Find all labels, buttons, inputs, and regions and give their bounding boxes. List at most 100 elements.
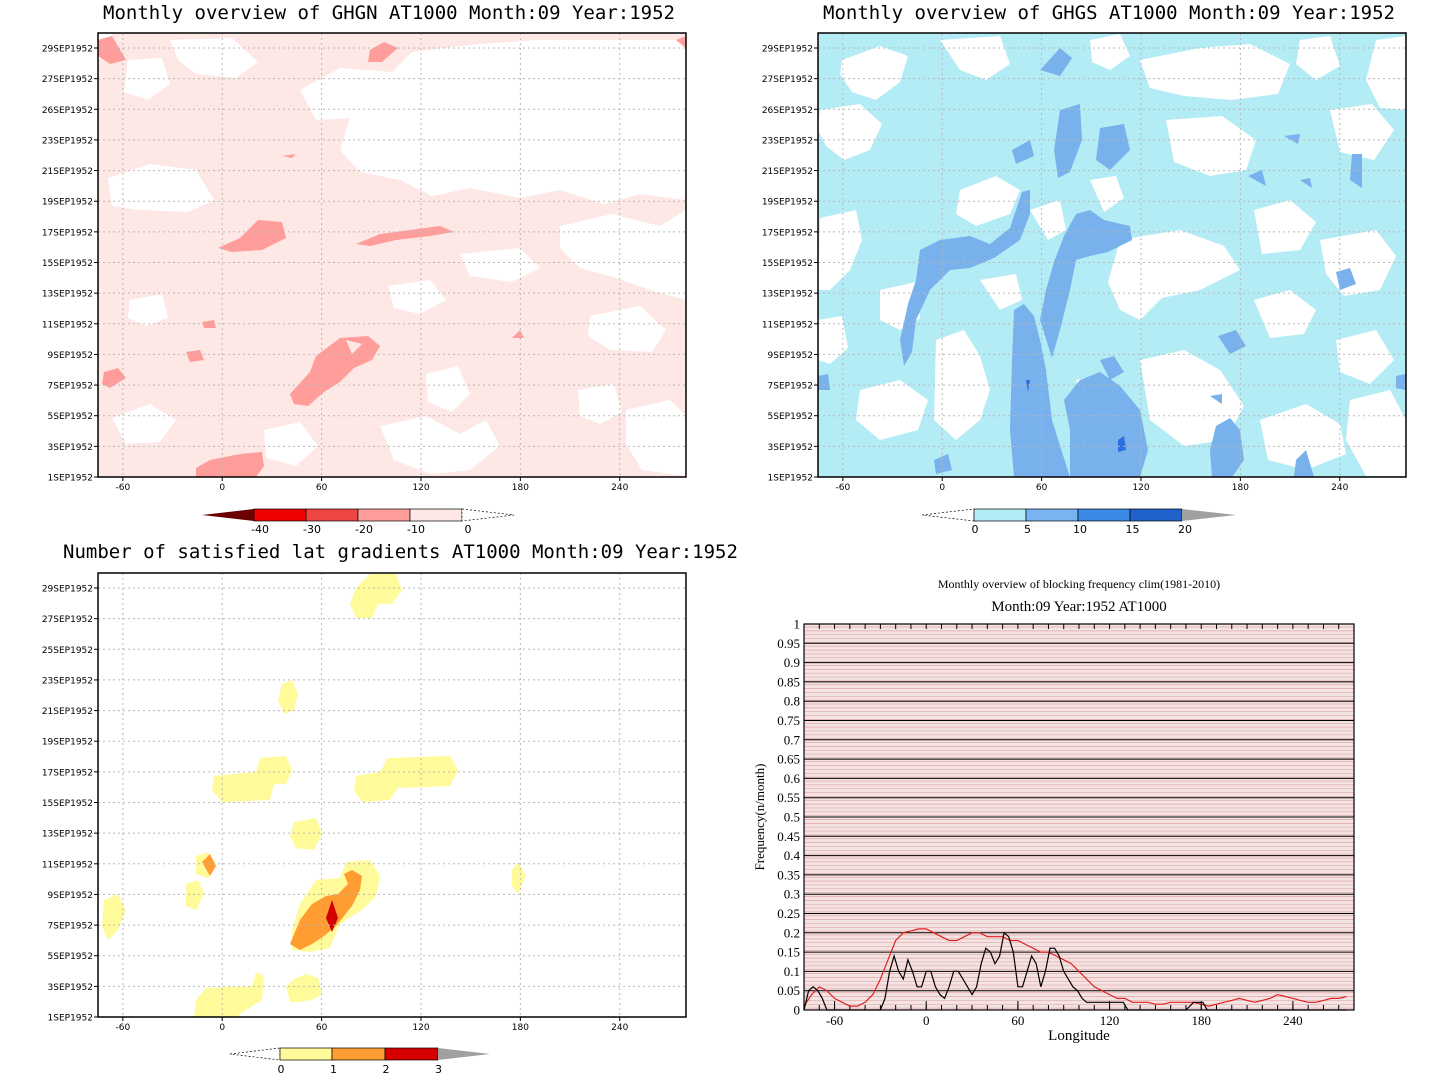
freq-y-tick-label: 0.15	[777, 945, 800, 960]
sat-y-tick-label: 23SEP1952	[42, 676, 93, 686]
sat-y-tick-label: 25SEP1952	[42, 646, 93, 656]
freq-y-tick-label: 0.4	[784, 848, 801, 863]
ghgn-frame	[97, 32, 687, 478]
ghgn-colorbar-labels: -40 -30 -20 -10 0	[251, 523, 471, 536]
ghgs-frame	[817, 32, 1407, 478]
sat-title: Number of satisfied lat gradients AT1000…	[63, 541, 738, 563]
ghgs-y-tick-label: 19SEP1952	[762, 198, 813, 208]
ghgs-colorbar-label: 15	[1126, 523, 1140, 536]
sat-grid	[98, 573, 686, 1017]
ghgn-x-tick-label: 120	[412, 483, 429, 493]
sat-x-tick-label: 120	[412, 1023, 429, 1033]
freq-x-tick-label: 0	[923, 1013, 930, 1028]
ghgs-y-tick-label: 1SEP1952	[768, 474, 813, 484]
ghgn-y-tick-label: 3SEP1952	[48, 443, 93, 453]
ghgs-colorbar-labels: 0 5 10 15 20	[972, 523, 1193, 536]
freq-x-tick-label: 180	[1191, 1013, 1211, 1028]
sat-heatmap-panel: 29SEP195227SEP195225SEP195223SEP195221SE…	[42, 572, 687, 1076]
ghgn-colorbar-label: 0	[465, 523, 472, 536]
sat-y-tick-label: 9SEP1952	[48, 891, 93, 901]
ghgs-y-tick-label: 9SEP1952	[768, 351, 813, 361]
ghgs-x-tick-label: 60	[1036, 483, 1048, 493]
ghgn-y-tick-label: 19SEP1952	[42, 198, 93, 208]
freq-y-tick-label: 0.45	[777, 829, 800, 844]
ghgs-y-tick-label: 17SEP1952	[762, 228, 813, 238]
ghgn-x-ticks: -60 0 60 120 180 240	[115, 477, 629, 493]
sat-colorbar-label: 3	[435, 1063, 442, 1076]
freq-y-tick-label: 0.6	[784, 771, 801, 786]
sat-y-tick-label: 19SEP1952	[42, 738, 93, 748]
ghgs-x-tick-label: 120	[1132, 483, 1149, 493]
ghgs-x-tick-label: 180	[1232, 483, 1249, 493]
sat-field	[98, 573, 686, 1017]
ghgs-y-tick-label: 3SEP1952	[768, 443, 813, 453]
freq-grid	[804, 642, 1354, 992]
ghgn-y-tick-label: 1SEP1952	[48, 474, 93, 484]
ghgs-y-tick-label: 23SEP1952	[762, 136, 813, 146]
ghgn-colorbar-label: -40	[251, 523, 269, 536]
sat-x-tick-label: 180	[512, 1023, 529, 1033]
ghgn-x-tick-label: 0	[219, 483, 225, 493]
freq-ylabel: Frequency(n/month)	[752, 764, 767, 871]
freq-y-tick-label: 0.9	[784, 655, 800, 670]
ghgn-x-tick-label: 240	[611, 483, 628, 493]
sat-colorbar-labels: 0 1 2 3	[278, 1063, 443, 1076]
ghgs-y-tick-label: 7SEP1952	[768, 382, 813, 392]
freq-hatch	[804, 626, 1354, 1009]
ghgs-y-tick-label: 26SEP1952	[762, 106, 813, 116]
sat-colorbar-label: 2	[383, 1063, 390, 1076]
ghgn-y-tick-label: 7SEP1952	[48, 382, 93, 392]
freq-y-tick-label: 0.25	[777, 906, 800, 921]
freq-xlabel: Longitude	[1048, 1028, 1110, 1044]
sat-y-tick-label: 11SEP1952	[42, 860, 93, 870]
ghgs-colorbar	[921, 508, 1236, 522]
ghgn-y-tick-label: 26SEP1952	[42, 106, 93, 116]
freq-y-tick-label: 0.35	[777, 867, 800, 882]
sat-y-tick-label: 27SEP1952	[42, 615, 93, 625]
ghgs-title: Monthly overview of GHGS AT1000 Month:09…	[823, 2, 1395, 24]
freq-x-tick-label: 120	[1100, 1013, 1120, 1028]
ghgn-y-tick-label: 15SEP1952	[42, 259, 93, 269]
sat-x-tick-label: 0	[219, 1023, 225, 1033]
ghgn-field	[98, 33, 686, 477]
freq-y-tick-label: 0.8	[784, 694, 800, 709]
sat-y-ticks: 29SEP1952 27SEP1952 25SEP1952 23SEP1952 21SE…	[42, 585, 98, 1024]
ghgn-y-tick-label: 5SEP1952	[48, 412, 93, 422]
ghgn-y-tick-label: 23SEP1952	[42, 136, 93, 146]
sat-x-tick-label: 60	[316, 1023, 328, 1033]
freq-y-tick-label: 1	[794, 617, 801, 632]
ghgs-colorbar-label: 10	[1073, 523, 1087, 536]
ghgn-colorbar-label: -10	[407, 523, 425, 536]
freq-y-tick-label: 0.55	[777, 790, 800, 805]
ghgn-title: Monthly overview of GHGN AT1000 Month:09…	[103, 2, 675, 24]
freq-frame	[803, 623, 1355, 1011]
sat-y-tick-label: 1SEP1952	[48, 1014, 93, 1024]
freq-climatology-line	[803, 928, 1347, 1007]
ghgs-y-tick-label: 29SEP1952	[762, 45, 813, 55]
freq-y-tick-label: 0.75	[777, 713, 800, 728]
ghgs-colorbar-label: 5	[1024, 523, 1031, 536]
freq-y-tick-label: 0.85	[777, 674, 800, 689]
sat-y-tick-label: 5SEP1952	[48, 952, 93, 962]
ghgs-y-tick-label: 5SEP1952	[768, 412, 813, 422]
freq-title: Monthly overview of blocking frequency c…	[938, 577, 1220, 591]
ghgs-y-tick-label: 15SEP1952	[762, 259, 813, 269]
ghgn-colorbar-label: -20	[355, 523, 373, 536]
sat-y-tick-label: 15SEP1952	[42, 799, 93, 809]
freq-y-tick-label: 0.65	[777, 752, 800, 767]
sat-x-tick-label: -60	[115, 1023, 130, 1033]
sat-y-tick-label: 17SEP1952	[42, 768, 93, 778]
ghgn-y-tick-label: 21SEP1952	[42, 167, 93, 177]
freq-x-tick-label: -60	[826, 1013, 843, 1028]
ghgs-field	[818, 33, 1406, 477]
freq-y-ticks: 0 0.05 0.1 0.15 0.2 0.25 0.3 0.35 0.4 0.45 0.5 0.55…	[777, 617, 800, 1018]
sat-x-ticks: -60 0 60 120 180 240	[115, 1017, 629, 1033]
freq-y-tick-label: 0.1	[784, 964, 800, 979]
ghgs-x-tick-label: -60	[835, 483, 850, 493]
freq-y-tick-label: 0.5	[784, 810, 800, 825]
ghgs-heatmap-panel: 29SEP1952 27SEP1952 26SEP1952 23SEP1952 21SE…	[762, 32, 1407, 536]
ghgs-y-ticks: 29SEP1952 27SEP1952 26SEP1952 23SEP1952 21SE…	[762, 45, 818, 484]
freq-x-tick-label: 60	[1011, 1013, 1024, 1028]
sat-y-tick-label: 7SEP1952	[48, 922, 93, 932]
ghgn-y-tick-label: 29SEP1952	[42, 45, 93, 55]
